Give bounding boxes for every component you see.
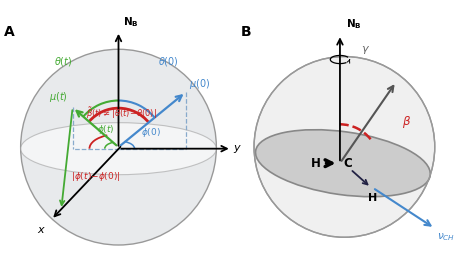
- Text: H: H: [311, 157, 321, 170]
- Circle shape: [254, 57, 435, 237]
- Text: $\theta(t)$: $\theta(t)$: [54, 55, 73, 68]
- Ellipse shape: [21, 123, 216, 175]
- Text: A: A: [4, 25, 15, 39]
- Text: $\mu(0)$: $\mu(0)$: [189, 76, 210, 91]
- Text: $\beta$: $\beta$: [402, 114, 411, 130]
- Text: $\tilde{\beta}(t)\neq|\theta(t){-}\theta(0)|$: $\tilde{\beta}(t)\neq|\theta(t){-}\theta…: [86, 106, 157, 121]
- Text: $y$: $y$: [233, 143, 242, 155]
- Text: $\nu_{CH}$: $\nu_{CH}$: [437, 231, 455, 243]
- Text: $\phi(0)$: $\phi(0)$: [141, 126, 161, 140]
- Circle shape: [21, 49, 216, 245]
- Text: C: C: [344, 157, 353, 170]
- Text: B: B: [241, 25, 251, 39]
- Text: $\mathbf{N_B}$: $\mathbf{N_B}$: [123, 16, 139, 29]
- Text: $x$: $x$: [37, 225, 46, 235]
- Text: $\phi(t)$: $\phi(t)$: [97, 123, 115, 136]
- Text: $\mu(t)$: $\mu(t)$: [49, 90, 68, 104]
- Text: H: H: [368, 193, 377, 203]
- Text: $\theta(0)$: $\theta(0)$: [158, 55, 179, 68]
- Ellipse shape: [255, 130, 430, 197]
- Text: $\mathbf{N_B}$: $\mathbf{N_B}$: [346, 18, 362, 31]
- Text: $\gamma$: $\gamma$: [361, 44, 370, 56]
- Text: $|\phi(t){-}\phi(0)|$: $|\phi(t){-}\phi(0)|$: [71, 170, 120, 183]
